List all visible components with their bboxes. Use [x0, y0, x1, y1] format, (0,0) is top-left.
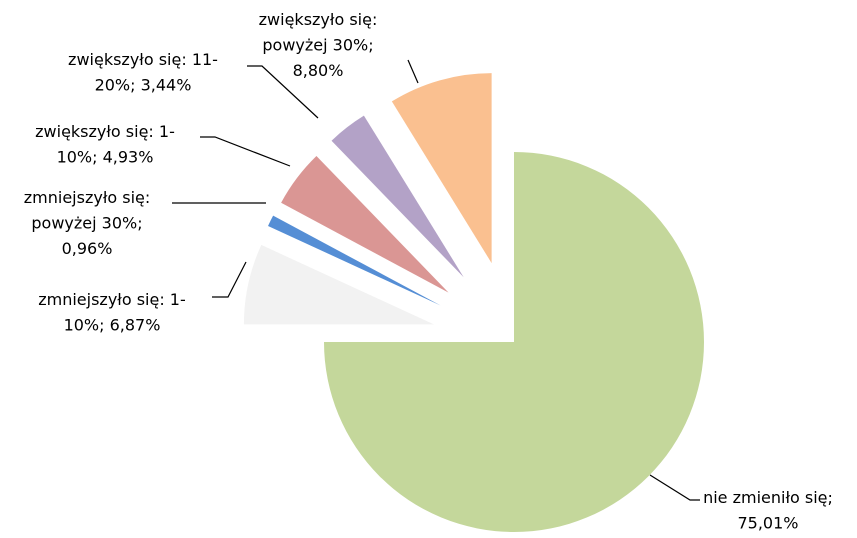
- leader-line: [649, 474, 700, 501]
- label-line: zwiększyło się:: [259, 10, 378, 29]
- leader-line: [407, 59, 419, 84]
- label-line: nie zmieniło się;: [703, 488, 833, 507]
- label-line: 8,80%: [293, 61, 344, 80]
- pie-slice: [391, 73, 492, 264]
- pie-slice: [268, 215, 441, 306]
- pie-slice: [323, 152, 705, 533]
- label-line: powyżej 30%;: [31, 213, 142, 232]
- label-line: zmniejszyło się:: [24, 188, 151, 207]
- leader-line: [247, 65, 319, 119]
- leader-line: [212, 261, 247, 298]
- pie-slice: [243, 244, 434, 325]
- label-line: powyżej 30%;: [262, 35, 373, 54]
- label-line: 75,01%: [737, 513, 798, 532]
- data-label: zwiększyło się: powyżej 30%; 8,80%: [259, 10, 378, 80]
- data-label: zwiększyło się: 1- 10%; 4,93%: [35, 122, 175, 167]
- label-line: 10%; 6,87%: [64, 315, 161, 334]
- label-line: 20%; 3,44%: [95, 75, 192, 94]
- data-label: zmniejszyło się: powyżej 30%; 0,96%: [24, 188, 151, 258]
- label-line: 10%; 4,93%: [57, 147, 154, 166]
- label-line: zwiększyło się: 11-: [68, 50, 218, 69]
- pie-slice: [281, 156, 449, 293]
- leader-line: [200, 136, 291, 167]
- data-label: zwiększyło się: 11- 20%; 3,44%: [68, 50, 218, 95]
- label-line: zwiększyło się: 1-: [35, 122, 175, 141]
- pie-slice: [331, 115, 464, 278]
- data-label: nie zmieniło się; 75,01%: [703, 488, 833, 533]
- label-line: 0,96%: [62, 239, 113, 258]
- data-label: zmniejszyło się: 1- 10%; 6,87%: [38, 290, 186, 335]
- label-line: zmniejszyło się: 1-: [38, 290, 186, 309]
